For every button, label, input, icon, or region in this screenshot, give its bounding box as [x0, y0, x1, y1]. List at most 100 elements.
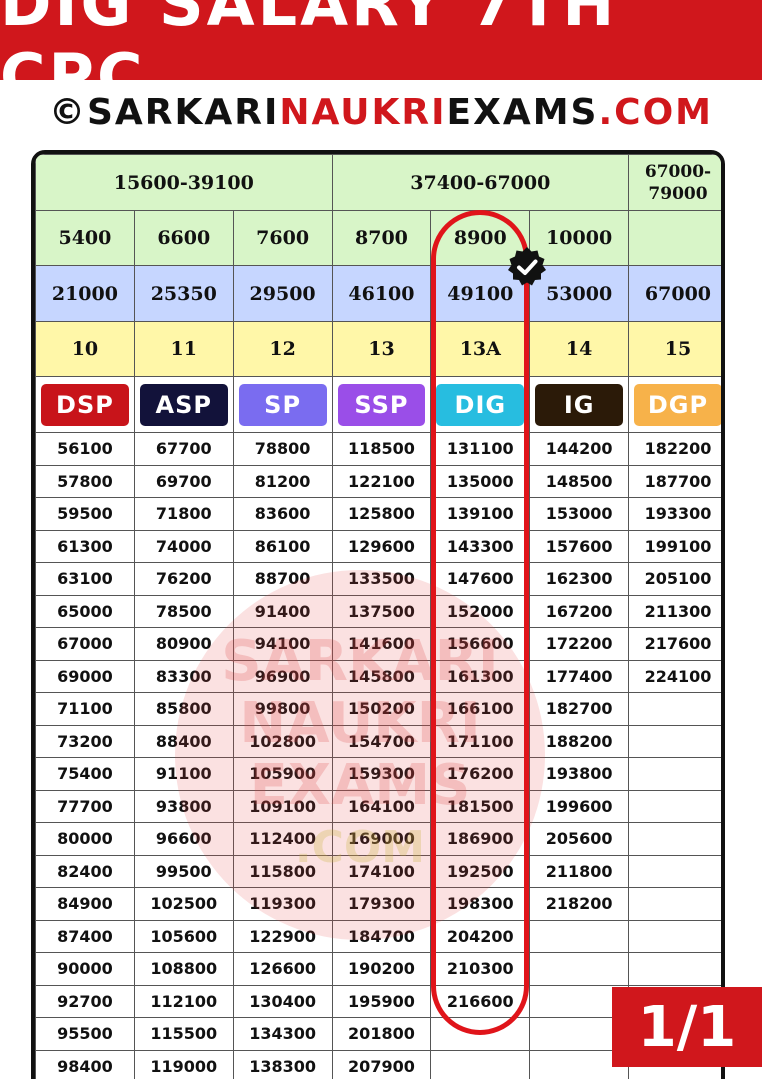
pay-cell: 150200	[331, 692, 432, 726]
pay-cell: 137500	[331, 594, 432, 628]
pay-cell: 164100	[331, 789, 432, 823]
pay-cell: 80000	[35, 822, 135, 856]
pay-cell: 157600	[529, 529, 630, 563]
rank-label: DIG	[436, 383, 525, 426]
pay-cell: 186900	[430, 822, 531, 856]
minimum-pay-cell: 25350	[133, 265, 234, 322]
pay-cell: 81200	[232, 464, 333, 498]
pay-cell: 71800	[133, 497, 234, 531]
pay-cell	[628, 692, 721, 726]
level-cell: 13	[331, 321, 432, 377]
pay-cell	[628, 854, 721, 888]
pay-matrix-row: 57800 69700 81200 122100 135000 148500 187700	[35, 464, 721, 498]
rank-cell: DIG	[430, 376, 531, 433]
site-credit: ©SARKARI NAUKRI EXAMS .COM	[0, 88, 762, 136]
grade-pay-cell: 10000	[529, 210, 630, 266]
rank-row: DSP ASP SP SSP DIG IG DGP	[35, 376, 721, 433]
pay-cell: 78500	[133, 594, 234, 628]
pay-cell	[628, 822, 721, 856]
pay-cell: 125800	[331, 497, 432, 531]
pay-cell: 198300	[430, 887, 531, 921]
pay-matrix-row: 90000 108800 126600 190200 210300	[35, 952, 721, 986]
title-banner: DIG SALARY 7TH CPC	[0, 0, 762, 113]
pay-cell: 138300	[232, 1049, 333, 1079]
pay-matrix-row: 56100 67700 78800 118500 131100 144200 182200	[35, 432, 721, 466]
pay-cell: 95500	[35, 1017, 135, 1051]
pay-cell: 84900	[35, 887, 135, 921]
pay-cell: 224100	[628, 659, 721, 693]
pay-cell: 162300	[529, 562, 630, 596]
pay-cell: 199600	[529, 789, 630, 823]
pay-cell: 199100	[628, 529, 721, 563]
pay-cell: 205100	[628, 562, 721, 596]
pay-cell: 161300	[430, 659, 531, 693]
rank-cell: DGP	[628, 376, 721, 433]
pay-cell	[430, 1017, 531, 1051]
pay-cell: 96600	[133, 822, 234, 856]
pay-cell: 75400	[35, 757, 135, 791]
pay-cell: 76200	[133, 562, 234, 596]
pay-cell: 93800	[133, 789, 234, 823]
pay-cell: 205600	[529, 822, 630, 856]
pay-cell: 172200	[529, 627, 630, 661]
pay-cell: 109100	[232, 789, 333, 823]
pay-cell: 102800	[232, 724, 333, 758]
pay-cell: 177400	[529, 659, 630, 693]
pay-cell: 108800	[133, 952, 234, 986]
pay-cell: 184700	[331, 919, 432, 953]
pay-cell: 73200	[35, 724, 135, 758]
pay-cell: 74000	[133, 529, 234, 563]
pay-cell: 59500	[35, 497, 135, 531]
pay-cell	[628, 789, 721, 823]
pay-cell: 67700	[133, 432, 234, 466]
minimum-pay-row: 21000 25350 29500 46100 49100 53000 67000	[35, 265, 721, 322]
pay-cell: 152000	[430, 594, 531, 628]
pay-matrix-row: 63100 76200 88700 133500 147600 162300 205100	[35, 562, 721, 596]
pay-cell: 122900	[232, 919, 333, 953]
grade-pay-cell: 5400	[35, 210, 135, 266]
pay-cell: 88400	[133, 724, 234, 758]
pay-cell: 171100	[430, 724, 531, 758]
pay-cell: 102500	[133, 887, 234, 921]
pay-cell: 83300	[133, 659, 234, 693]
pay-cell: 82400	[35, 854, 135, 888]
pay-matrix-row: 80000 96600 112400 169000 186900 205600	[35, 822, 721, 856]
pay-cell: 141600	[331, 627, 432, 661]
site-prefix: ©SARKARI	[48, 91, 280, 133]
pay-cell: 94100	[232, 627, 333, 661]
pay-cell	[628, 724, 721, 758]
pay-cell: 187700	[628, 464, 721, 498]
rank-label: IG	[535, 383, 624, 426]
minimum-pay-cell: 21000	[35, 265, 135, 322]
pay-cell: 174100	[331, 854, 432, 888]
pay-matrix-row: 87400 105600 122900 184700 204200	[35, 919, 721, 953]
pay-cell: 105600	[133, 919, 234, 953]
rank-cell: SP	[232, 376, 333, 433]
pay-cell	[529, 952, 630, 986]
pay-cell: 188200	[529, 724, 630, 758]
rank-cell: SSP	[331, 376, 432, 433]
pay-cell: 80900	[133, 627, 234, 661]
pay-cell: 86100	[232, 529, 333, 563]
pay-cell: 83600	[232, 497, 333, 531]
pay-cell: 85800	[133, 692, 234, 726]
pay-cell: 190200	[331, 952, 432, 986]
pay-cell: 135000	[430, 464, 531, 498]
pay-cell	[529, 919, 630, 953]
pay-matrix-row: 77700 93800 109100 164100 181500 199600	[35, 789, 721, 823]
pay-cell: 115500	[133, 1017, 234, 1051]
pay-cell	[430, 1049, 531, 1079]
grade-pay-cell: 6600	[133, 210, 234, 266]
pay-cell: 195900	[331, 984, 432, 1018]
pay-matrix-row: 59500 71800 83600 125800 139100 153000 193300	[35, 497, 721, 531]
pay-cell: 217600	[628, 627, 721, 661]
pay-cell: 179300	[331, 887, 432, 921]
pay-cell: 207900	[331, 1049, 432, 1079]
pay-cell: 204200	[430, 919, 531, 953]
pay-cell: 105900	[232, 757, 333, 791]
pay-cell: 63100	[35, 562, 135, 596]
pay-cell: 122100	[331, 464, 432, 498]
pay-cell: 218200	[529, 887, 630, 921]
grade-pay-row: 5400 6600 7600 8700 8900 10000	[35, 210, 721, 266]
site-tld: .COM	[598, 91, 714, 133]
